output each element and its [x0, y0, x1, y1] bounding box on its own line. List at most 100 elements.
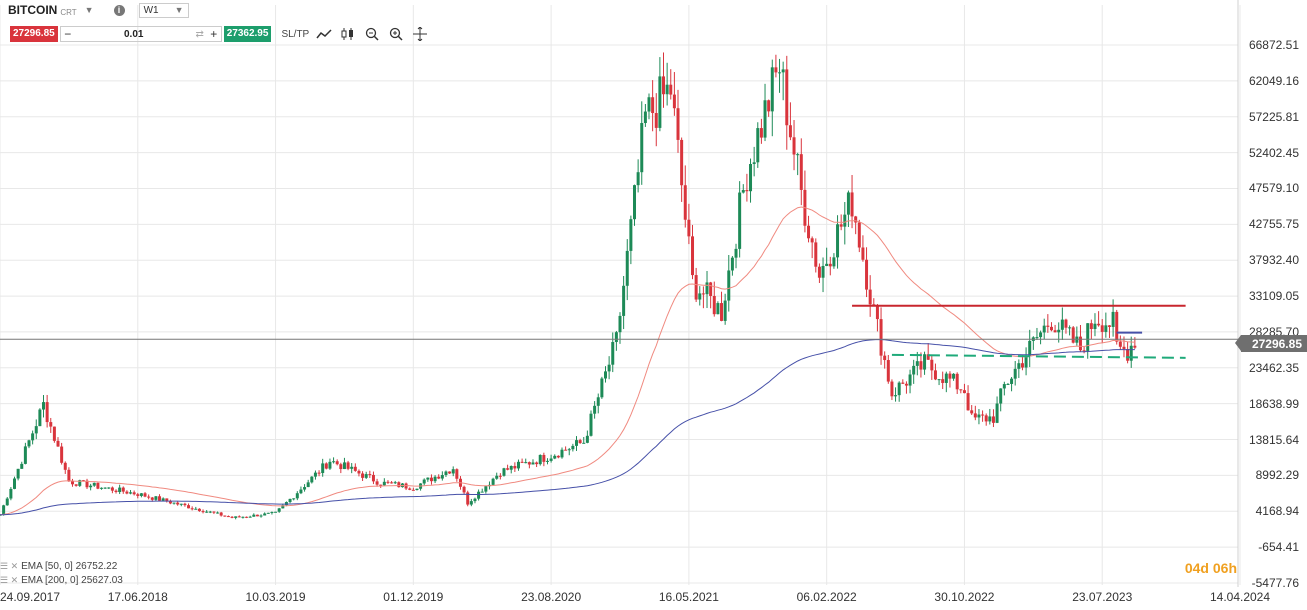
candle-body [564, 449, 568, 451]
candle-body [712, 295, 716, 315]
candle-body [1078, 336, 1082, 351]
candle-body [295, 493, 299, 499]
candle-body [1111, 311, 1115, 327]
zoom-in-icon[interactable] [387, 26, 405, 42]
price-label: 13815.64 [1248, 432, 1299, 447]
candle-body [1126, 348, 1130, 361]
candle-body [205, 511, 209, 513]
candle-body [31, 433, 35, 441]
candle-body [335, 461, 339, 465]
candle-body [411, 489, 415, 491]
price-label: 8992.29 [1255, 468, 1299, 483]
candle-body [919, 361, 923, 370]
candle-body [614, 332, 618, 343]
legend-ema200[interactable]: ☰ ✕ EMA [200, 0] 25627.03 [0, 575, 123, 586]
sltp-button[interactable]: SL/TP [281, 28, 310, 40]
info-icon[interactable]: i [113, 4, 125, 16]
legend-controls-icon[interactable]: ☰ ✕ [0, 575, 19, 585]
candle-body [241, 516, 245, 518]
support-line [891, 353, 1186, 359]
timeframe-select[interactable]: W1 ▼ [138, 2, 189, 18]
candle-body [49, 422, 53, 427]
candle-body [622, 285, 626, 316]
candle-body [393, 482, 397, 484]
candle-body [56, 440, 60, 447]
price-label: 42755.75 [1248, 217, 1299, 232]
candle-body [2, 505, 6, 515]
last-price-value: 27296.85 [1251, 336, 1302, 351]
crosshair-icon[interactable] [411, 26, 429, 42]
volume-input[interactable]: 0.01 [123, 28, 144, 40]
candle-body [640, 123, 644, 173]
candle-body [303, 487, 307, 490]
candle-body [792, 137, 796, 155]
candle-body [865, 259, 869, 290]
candle-body [814, 242, 818, 267]
candle-body [553, 455, 557, 459]
line-chart-icon[interactable] [315, 26, 333, 42]
candle-body [444, 471, 448, 476]
price-label: 57225.81 [1248, 109, 1299, 124]
candles-icon[interactable] [339, 26, 357, 42]
candle-body [647, 97, 651, 112]
legend-controls-icon[interactable]: ☰ ✕ [0, 561, 19, 571]
candle-body [767, 100, 771, 112]
candle-body [52, 426, 56, 441]
candle-body [357, 470, 361, 474]
sell-button[interactable]: 27296.85 [10, 26, 58, 42]
candle-body [538, 454, 542, 465]
candle-body [74, 484, 78, 486]
symbol-dropdown-icon[interactable]: ▼ [84, 5, 94, 15]
candle-body [1107, 325, 1111, 327]
candle-body [977, 414, 981, 418]
candle-body [912, 365, 916, 375]
candle-body [1093, 323, 1097, 330]
ema50-line [0, 206, 1135, 516]
volume-decrease-button[interactable]: − [64, 27, 72, 41]
candle-body [20, 463, 24, 469]
buy-button[interactable]: 27362.95 [223, 26, 272, 42]
candle-body [1053, 330, 1057, 333]
candle-body [161, 498, 165, 501]
candle-body [781, 69, 785, 73]
candle-body [883, 355, 887, 361]
candle-body [662, 76, 666, 95]
volume-increase-button[interactable]: + [210, 27, 218, 41]
date-label: 06.02.2022 [796, 590, 857, 604]
candle-body [1028, 340, 1032, 357]
candle-body [277, 508, 281, 512]
candle-body [114, 490, 118, 493]
candle-body [386, 481, 390, 483]
candle-body [484, 486, 488, 492]
price-label: -5477.76 [1251, 576, 1299, 590]
candle-body [821, 265, 825, 278]
candle-body [118, 487, 122, 493]
candle-body [1129, 345, 1133, 361]
candle-body [1122, 346, 1126, 349]
symbol-name[interactable]: BITCOIN [8, 3, 58, 17]
candle-body [730, 257, 734, 271]
candle-body [498, 475, 502, 477]
candle-body [299, 489, 303, 494]
candle-body [796, 154, 800, 156]
ema200-line [0, 338, 1135, 516]
candle-body [332, 461, 336, 463]
candle-body [1089, 323, 1093, 330]
candle-body [672, 94, 676, 109]
date-label: 17.06.2018 [107, 590, 168, 604]
zoom-out-icon[interactable] [363, 26, 381, 42]
candle-body [448, 471, 452, 474]
candle-body [973, 413, 977, 418]
cycle-icon[interactable]: ⇄ [195, 28, 204, 40]
candle-body [313, 472, 317, 477]
candle-body [952, 373, 956, 379]
legend-ema50[interactable]: ☰ ✕ EMA [50, 0] 26752.22 [0, 561, 117, 572]
candle-body [1100, 325, 1104, 332]
candle-body [1010, 378, 1014, 384]
candle-body [810, 238, 814, 243]
candle-body [165, 498, 169, 502]
price-label: 66872.51 [1248, 38, 1299, 52]
candle-body [1024, 356, 1028, 368]
candle-body [397, 482, 401, 488]
